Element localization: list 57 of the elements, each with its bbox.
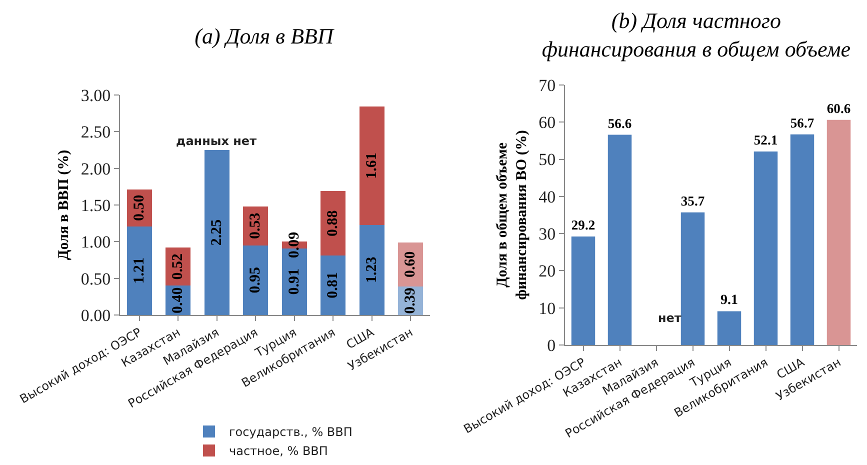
y-tick-label: 50 <box>538 150 556 170</box>
data-label: 35.7 <box>680 194 705 209</box>
data-label: 0.91 <box>286 268 302 295</box>
y-axis-title: Доля в ВВП (%) <box>56 150 72 260</box>
data-label: 1.23 <box>364 256 380 284</box>
y-tick-label: 2.50 <box>80 122 111 142</box>
data-label: 0.39 <box>402 288 419 314</box>
y-tick-label: 60 <box>538 113 556 132</box>
data-label: 56.6 <box>608 116 632 131</box>
y-tick-label: 30 <box>538 224 556 244</box>
data-label: 0.09 <box>286 232 302 258</box>
annotation: данных нет <box>176 134 257 148</box>
bar <box>571 236 596 345</box>
bar <box>320 256 346 315</box>
bar <box>359 224 384 315</box>
bar <box>359 106 384 225</box>
y-tick-label: 0.00 <box>80 306 111 325</box>
data-label: 2.25 <box>208 219 225 246</box>
data-label: 0.88 <box>325 210 342 236</box>
bar <box>126 226 152 315</box>
y-tick-label: 0 <box>547 336 556 355</box>
bar <box>680 212 705 345</box>
bar <box>608 134 632 345</box>
bar <box>790 134 814 345</box>
y-tick-label: 3.00 <box>80 86 111 105</box>
y-tick-label: 1.00 <box>80 232 111 252</box>
data-label: 0.95 <box>248 267 264 294</box>
bar <box>243 245 268 315</box>
y-tick-label: 70 <box>538 76 556 95</box>
y-axis-title: Доля в общем объеме финансирования ВО (%) <box>494 130 530 300</box>
y-tick-label: 20 <box>538 262 556 281</box>
data-label: 60.6 <box>826 101 851 116</box>
data-label: 52.1 <box>754 132 778 148</box>
data-label: 1.21 <box>131 258 148 284</box>
data-label: 9.1 <box>720 293 738 308</box>
data-label: 0.81 <box>325 272 342 298</box>
chart-title: (b) Доля частного финансирования в общем объеме <box>542 8 851 62</box>
chart-title: (a) Доля в ВВП <box>194 23 334 48</box>
y-tick-label: 10 <box>538 298 556 318</box>
bar <box>204 150 230 315</box>
y-tick-label: 40 <box>538 187 556 206</box>
data-label: 0.52 <box>170 253 186 280</box>
data-label: 0.40 <box>170 287 186 314</box>
bar <box>754 151 778 345</box>
data-label: 56.7 <box>790 116 814 131</box>
y-tick-label: 0.50 <box>80 269 111 288</box>
data-label: 0.50 <box>131 194 148 222</box>
y-tick-label: 1.50 <box>80 196 111 215</box>
y-tick-label: 2.00 <box>80 159 111 178</box>
legend-label: частное, % ВВП <box>229 444 328 458</box>
bar <box>826 120 851 345</box>
data-label: 29.2 <box>571 218 596 233</box>
data-label: 0.53 <box>248 212 264 240</box>
data-label: 1.61 <box>364 152 380 179</box>
legend-label: государств., % ВВП <box>229 425 352 440</box>
bar <box>717 311 742 345</box>
data-label: 0.60 <box>402 251 419 278</box>
